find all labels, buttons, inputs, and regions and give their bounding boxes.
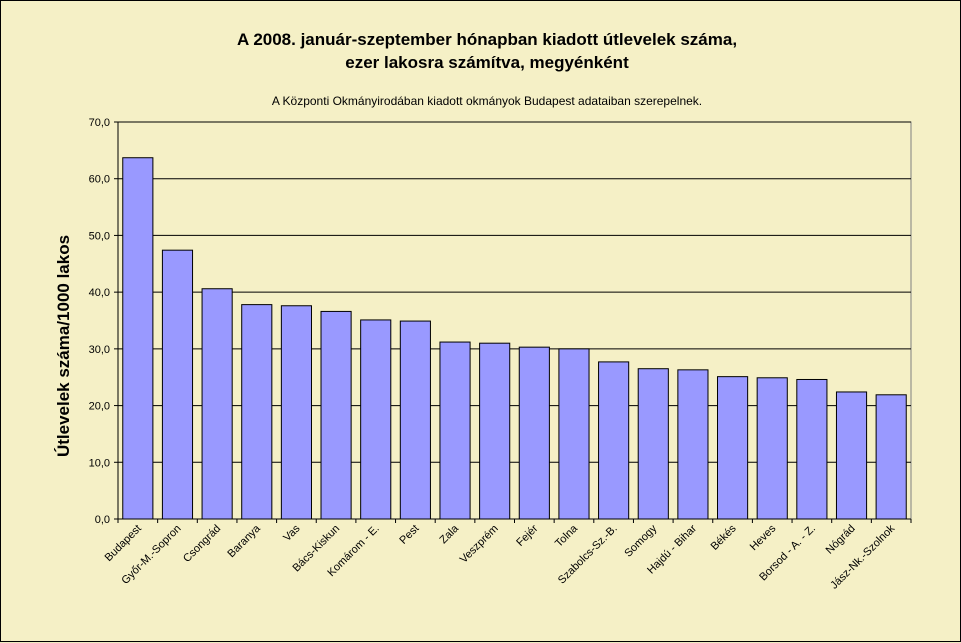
bar (439, 341, 471, 520)
bar (796, 378, 828, 520)
y-tick-label: 10,0 (89, 457, 110, 469)
y-tick-label: 40,0 (89, 287, 110, 299)
bar (241, 304, 273, 520)
chart-title-line2: ezer lakosra számítva, megyénként (345, 53, 629, 72)
y-tick-label: 20,0 (89, 401, 110, 413)
chart-subtitle: A Központi Okmányirodában kiadott okmány… (272, 94, 702, 108)
y-tick-label: 50,0 (89, 230, 110, 242)
bar (280, 305, 312, 520)
plot-background (117, 121, 912, 520)
y-tick-label: 70,0 (89, 117, 110, 129)
y-tick-label: 0,0 (95, 514, 110, 526)
bar (518, 346, 550, 520)
category-label: Fejér (514, 522, 540, 548)
bar (360, 319, 392, 520)
category-label: Tolna (553, 522, 581, 550)
y-tick-label: 30,0 (89, 344, 110, 356)
y-tick-label: 60,0 (89, 174, 110, 186)
category-label: Heves (748, 522, 779, 553)
bar (320, 310, 352, 520)
category-label: Zala (438, 522, 462, 546)
bar (875, 394, 907, 520)
category-label: Nógrád (824, 523, 858, 557)
category-label: Veszprém (458, 523, 501, 566)
chart-title: A 2008. január-szeptember hónapban kiado… (237, 30, 737, 49)
category-label: Békés (709, 522, 739, 552)
category-label: Vas (281, 522, 303, 544)
bar (835, 391, 868, 520)
bar (479, 342, 511, 520)
y-axis-label: Útlevelek száma/1000 lakos (54, 235, 73, 457)
bar (677, 369, 709, 520)
bar (756, 377, 788, 520)
category-label: Budapest (103, 523, 144, 564)
bar (558, 348, 590, 520)
category-label: Baranya (225, 522, 263, 560)
bar (637, 368, 669, 520)
bar (399, 320, 431, 520)
bar (598, 361, 630, 520)
bar (161, 249, 194, 520)
category-label: Csongrád (181, 523, 223, 565)
bar (201, 288, 233, 520)
category-label: Somogy (622, 522, 659, 559)
bar (717, 376, 749, 520)
category-label: Pest (397, 523, 421, 547)
plot-area: 0,010,020,030,040,050,060,070,0BudapestG… (89, 117, 912, 592)
bar (122, 157, 154, 520)
